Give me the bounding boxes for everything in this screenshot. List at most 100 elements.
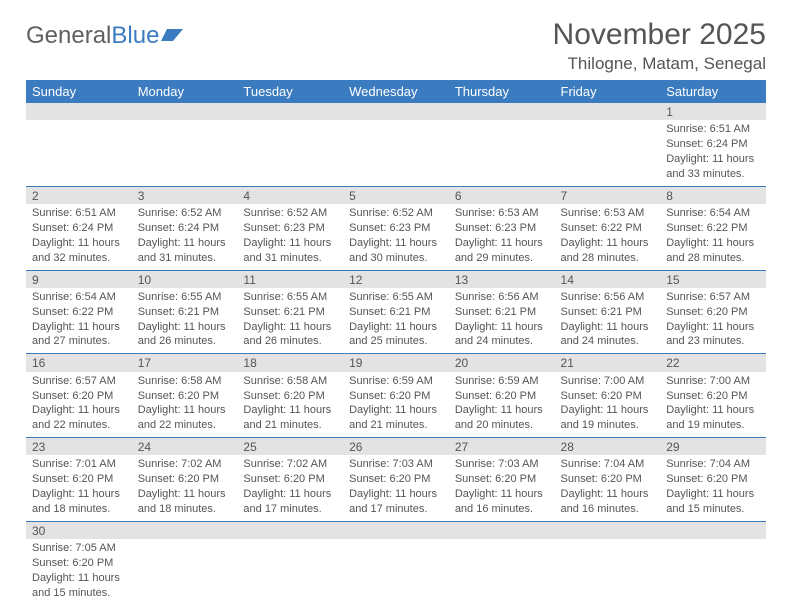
daylight-text-2: and 22 minutes. bbox=[32, 418, 126, 433]
calendar-day-cell bbox=[237, 521, 343, 604]
day-body bbox=[132, 539, 238, 545]
day-number bbox=[449, 103, 555, 120]
daylight-text-1: Daylight: 11 hours bbox=[666, 236, 760, 251]
daylight-text-2: and 29 minutes. bbox=[455, 251, 549, 266]
sunset-text: Sunset: 6:20 PM bbox=[32, 556, 126, 571]
calendar-day-cell: 24Sunrise: 7:02 AMSunset: 6:20 PMDayligh… bbox=[132, 438, 238, 522]
daylight-text-2: and 26 minutes. bbox=[243, 334, 337, 349]
daylight-text-1: Daylight: 11 hours bbox=[561, 320, 655, 335]
title-block: November 2025 Thilogne, Matam, Senegal bbox=[553, 18, 766, 74]
day-body: Sunrise: 6:58 AMSunset: 6:20 PMDaylight:… bbox=[132, 372, 238, 437]
day-body: Sunrise: 7:03 AMSunset: 6:20 PMDaylight:… bbox=[449, 455, 555, 520]
calendar-day-cell bbox=[132, 521, 238, 604]
calendar-week: 30Sunrise: 7:05 AMSunset: 6:20 PMDayligh… bbox=[26, 521, 766, 604]
day-number: 16 bbox=[26, 354, 132, 371]
sunrise-text: Sunrise: 7:04 AM bbox=[561, 457, 655, 472]
day-number bbox=[449, 522, 555, 539]
day-body: Sunrise: 6:52 AMSunset: 6:23 PMDaylight:… bbox=[343, 204, 449, 269]
calendar-day-cell: 16Sunrise: 6:57 AMSunset: 6:20 PMDayligh… bbox=[26, 354, 132, 438]
calendar-day-cell bbox=[132, 103, 238, 186]
day-body: Sunrise: 6:51 AMSunset: 6:24 PMDaylight:… bbox=[26, 204, 132, 269]
calendar-day-cell bbox=[555, 103, 661, 186]
flag-icon bbox=[161, 22, 183, 50]
calendar-day-cell: 26Sunrise: 7:03 AMSunset: 6:20 PMDayligh… bbox=[343, 438, 449, 522]
day-number bbox=[555, 103, 661, 120]
sunset-text: Sunset: 6:21 PM bbox=[455, 305, 549, 320]
daylight-text-2: and 16 minutes. bbox=[561, 502, 655, 517]
calendar-day-cell: 19Sunrise: 6:59 AMSunset: 6:20 PMDayligh… bbox=[343, 354, 449, 438]
calendar-day-cell: 15Sunrise: 6:57 AMSunset: 6:20 PMDayligh… bbox=[660, 270, 766, 354]
sunset-text: Sunset: 6:20 PM bbox=[561, 389, 655, 404]
daylight-text-1: Daylight: 11 hours bbox=[32, 236, 126, 251]
sunrise-text: Sunrise: 7:00 AM bbox=[561, 374, 655, 389]
day-body: Sunrise: 7:03 AMSunset: 6:20 PMDaylight:… bbox=[343, 455, 449, 520]
day-body: Sunrise: 6:59 AMSunset: 6:20 PMDaylight:… bbox=[343, 372, 449, 437]
day-body: Sunrise: 7:00 AMSunset: 6:20 PMDaylight:… bbox=[660, 372, 766, 437]
daylight-text-1: Daylight: 11 hours bbox=[561, 236, 655, 251]
sunset-text: Sunset: 6:21 PM bbox=[243, 305, 337, 320]
calendar-day-cell: 22Sunrise: 7:00 AMSunset: 6:20 PMDayligh… bbox=[660, 354, 766, 438]
calendar-day-cell: 10Sunrise: 6:55 AMSunset: 6:21 PMDayligh… bbox=[132, 270, 238, 354]
daylight-text-2: and 28 minutes. bbox=[561, 251, 655, 266]
day-number: 28 bbox=[555, 438, 661, 455]
sunset-text: Sunset: 6:20 PM bbox=[138, 389, 232, 404]
day-body: Sunrise: 6:54 AMSunset: 6:22 PMDaylight:… bbox=[660, 204, 766, 269]
day-body: Sunrise: 6:59 AMSunset: 6:20 PMDaylight:… bbox=[449, 372, 555, 437]
sunset-text: Sunset: 6:24 PM bbox=[666, 137, 760, 152]
daylight-text-1: Daylight: 11 hours bbox=[455, 487, 549, 502]
sunrise-text: Sunrise: 6:59 AM bbox=[455, 374, 549, 389]
day-number: 10 bbox=[132, 271, 238, 288]
day-body: Sunrise: 7:00 AMSunset: 6:20 PMDaylight:… bbox=[555, 372, 661, 437]
sunrise-text: Sunrise: 7:04 AM bbox=[666, 457, 760, 472]
daylight-text-2: and 20 minutes. bbox=[455, 418, 549, 433]
sunset-text: Sunset: 6:20 PM bbox=[666, 389, 760, 404]
day-number: 4 bbox=[237, 187, 343, 204]
day-number: 21 bbox=[555, 354, 661, 371]
daylight-text-2: and 19 minutes. bbox=[666, 418, 760, 433]
day-body bbox=[343, 539, 449, 545]
calendar-day-cell: 25Sunrise: 7:02 AMSunset: 6:20 PMDayligh… bbox=[237, 438, 343, 522]
day-number: 25 bbox=[237, 438, 343, 455]
sunrise-text: Sunrise: 6:57 AM bbox=[32, 374, 126, 389]
sunrise-text: Sunrise: 7:01 AM bbox=[32, 457, 126, 472]
calendar-table: SundayMondayTuesdayWednesdayThursdayFrid… bbox=[26, 80, 766, 605]
column-header: Thursday bbox=[449, 80, 555, 103]
daylight-text-1: Daylight: 11 hours bbox=[455, 236, 549, 251]
calendar-day-cell: 8Sunrise: 6:54 AMSunset: 6:22 PMDaylight… bbox=[660, 186, 766, 270]
daylight-text-2: and 24 minutes. bbox=[455, 334, 549, 349]
day-number bbox=[555, 522, 661, 539]
sunrise-text: Sunrise: 6:53 AM bbox=[455, 206, 549, 221]
daylight-text-2: and 17 minutes. bbox=[349, 502, 443, 517]
day-body bbox=[237, 120, 343, 126]
day-number: 19 bbox=[343, 354, 449, 371]
daylight-text-1: Daylight: 11 hours bbox=[243, 320, 337, 335]
daylight-text-1: Daylight: 11 hours bbox=[349, 236, 443, 251]
sunset-text: Sunset: 6:20 PM bbox=[32, 389, 126, 404]
sunset-text: Sunset: 6:20 PM bbox=[138, 472, 232, 487]
calendar-day-cell: 2Sunrise: 6:51 AMSunset: 6:24 PMDaylight… bbox=[26, 186, 132, 270]
day-number: 5 bbox=[343, 187, 449, 204]
day-body: Sunrise: 6:54 AMSunset: 6:22 PMDaylight:… bbox=[26, 288, 132, 353]
calendar-week: 23Sunrise: 7:01 AMSunset: 6:20 PMDayligh… bbox=[26, 438, 766, 522]
sunset-text: Sunset: 6:20 PM bbox=[243, 389, 337, 404]
sunrise-text: Sunrise: 6:52 AM bbox=[243, 206, 337, 221]
logo-text-2: Blue bbox=[111, 22, 159, 50]
day-number: 29 bbox=[660, 438, 766, 455]
calendar-week: 1Sunrise: 6:51 AMSunset: 6:24 PMDaylight… bbox=[26, 103, 766, 186]
sunrise-text: Sunrise: 6:54 AM bbox=[666, 206, 760, 221]
day-body: Sunrise: 7:02 AMSunset: 6:20 PMDaylight:… bbox=[132, 455, 238, 520]
calendar-week: 16Sunrise: 6:57 AMSunset: 6:20 PMDayligh… bbox=[26, 354, 766, 438]
daylight-text-2: and 22 minutes. bbox=[138, 418, 232, 433]
day-number: 24 bbox=[132, 438, 238, 455]
sunrise-text: Sunrise: 6:59 AM bbox=[349, 374, 443, 389]
calendar-week: 9Sunrise: 6:54 AMSunset: 6:22 PMDaylight… bbox=[26, 270, 766, 354]
daylight-text-1: Daylight: 11 hours bbox=[243, 236, 337, 251]
day-number bbox=[660, 522, 766, 539]
sunset-text: Sunset: 6:23 PM bbox=[243, 221, 337, 236]
page-header: GeneralBlue November 2025 Thilogne, Mata… bbox=[26, 18, 766, 74]
daylight-text-1: Daylight: 11 hours bbox=[349, 403, 443, 418]
location: Thilogne, Matam, Senegal bbox=[553, 54, 766, 74]
daylight-text-2: and 28 minutes. bbox=[666, 251, 760, 266]
sunset-text: Sunset: 6:20 PM bbox=[243, 472, 337, 487]
calendar-body: 1Sunrise: 6:51 AMSunset: 6:24 PMDaylight… bbox=[26, 103, 766, 605]
